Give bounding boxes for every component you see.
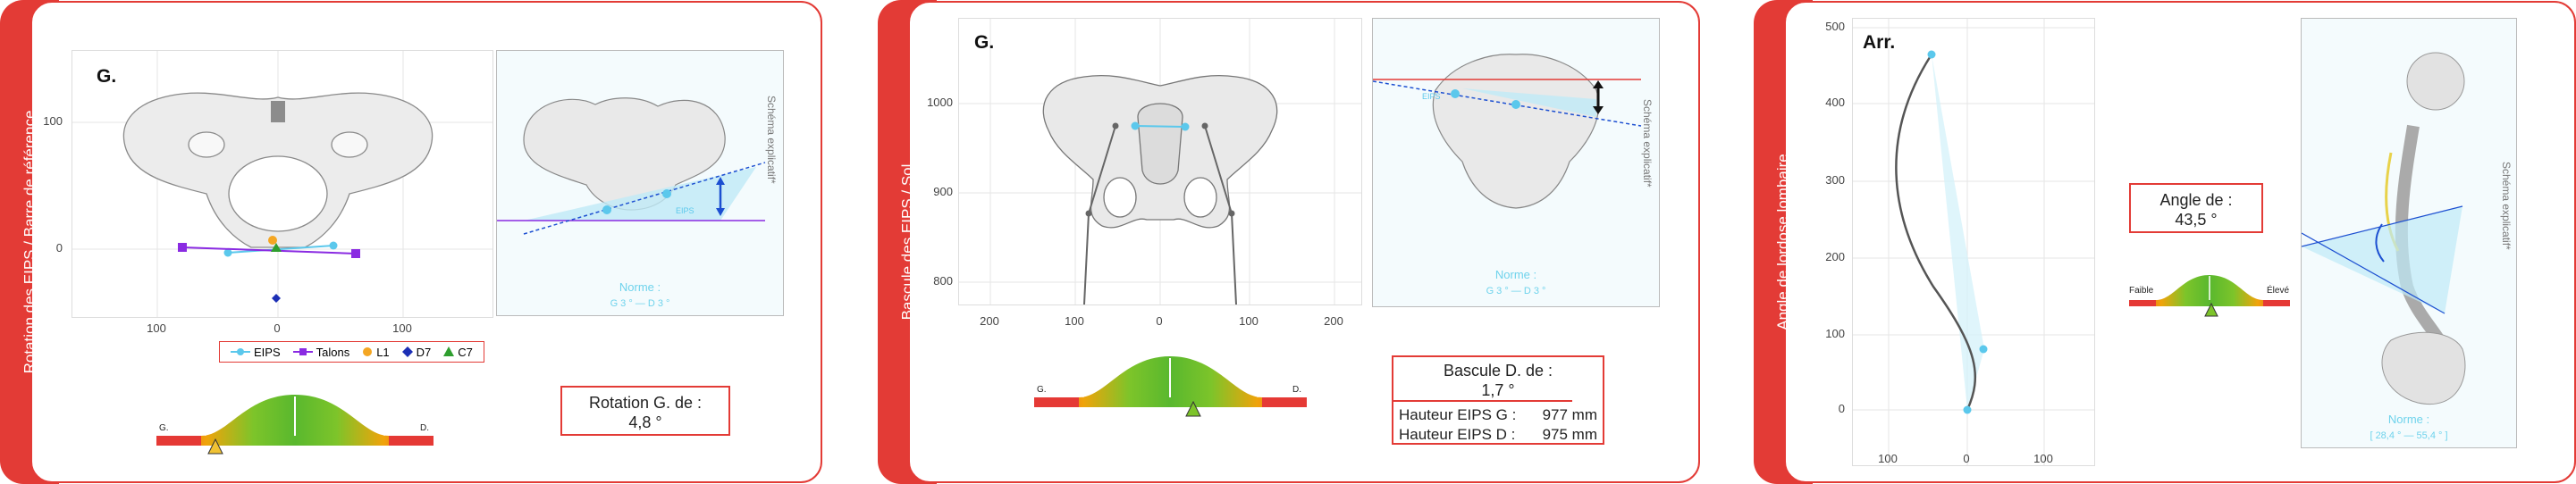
explanatory-schema: Schéma explicatif* Norme : [ 28,4 ° — 55… [2301, 18, 2517, 448]
value-title: Angle de : [2159, 191, 2233, 209]
x-tick: 100 [147, 321, 166, 335]
talon-left-point [178, 243, 187, 252]
bascule-plot [958, 18, 1362, 305]
legend-item-l1: L1 [362, 346, 390, 359]
norme-title: Norme : [619, 280, 661, 294]
side-label: Bascule des EIPS / Sol [898, 163, 916, 321]
value-title: Rotation G. de : [588, 394, 703, 412]
panel-lordose: Angle de lordose lombaire Arr. 500 400 3… [1754, 0, 2576, 484]
panel-rotation: Rotation des EIPS / Barre de référence [0, 0, 822, 484]
x-tick: 100 [1239, 314, 1259, 328]
eips-left-point [1131, 121, 1140, 130]
d7-point [272, 294, 281, 303]
eips-right-point [329, 241, 338, 250]
y-tick: 100 [1825, 327, 1845, 340]
value-title: Bascule D. de : [1443, 362, 1553, 380]
corner-label: Arr. [1863, 32, 1896, 53]
schema-eips-label: EIPS [1422, 92, 1441, 101]
gauge-right-label: Élevé [2267, 286, 2290, 296]
gauge-left-label: G. [159, 423, 169, 433]
value-text: 1,7 ° [1481, 381, 1515, 399]
legend-item-c7: C7 [443, 346, 473, 359]
corner-label: G. [974, 32, 995, 53]
y-tick: 500 [1825, 20, 1845, 33]
explanatory-schema: EIPS Schéma explicatif* Norme : G 3 ° — … [496, 50, 784, 316]
x-tick: 0 [274, 321, 281, 335]
gauge-right-label: D. [1292, 385, 1301, 395]
y-tick: 100 [43, 114, 63, 128]
eips-right-point [1181, 122, 1190, 131]
legend-item-talons: Talons [292, 346, 349, 359]
y-tick: 0 [1838, 402, 1845, 415]
y-tick: 400 [1825, 96, 1845, 109]
legend-item-d7: D7 [401, 346, 431, 359]
norme-range: G 3 ° — D 3 ° [610, 298, 670, 309]
gauge-marker [207, 438, 223, 455]
schema-label: Schéma explicatif* [765, 96, 778, 184]
chart-legend: EIPS Talons L1 D7 C7 [219, 341, 484, 363]
y-tick: 1000 [927, 96, 953, 109]
legend-item-eips: EIPS [231, 346, 281, 359]
x-tick: 0 [1156, 314, 1163, 328]
eips-left-point [223, 248, 232, 257]
gauge-left-label: Faible [2129, 286, 2154, 296]
schema-label: Schéma explicatif* [1641, 99, 1654, 188]
lordose-plot [1852, 18, 2095, 466]
rotation-gauge [156, 395, 434, 455]
l1-point [268, 236, 277, 245]
pelvis-front-illustration [1042, 74, 1278, 229]
gauge-marker [1185, 400, 1201, 417]
norme-title: Norme : [2387, 413, 2430, 426]
x-tick: 200 [980, 314, 999, 328]
height-row-right: Hauteur EIPS D :975 mm [1399, 426, 1597, 443]
lordose-value-box: Angle de : 43,5 ° [2129, 183, 2263, 233]
y-tick: 800 [933, 274, 953, 288]
bascule-gauge [1034, 356, 1307, 417]
gauge-marker [2204, 302, 2218, 317]
norme-range: G 3 ° — D 3 ° [1486, 286, 1546, 296]
c7-point [271, 243, 282, 252]
schema-label: Schéma explicatif* [2500, 162, 2513, 250]
x-tick: 100 [2033, 452, 2053, 465]
rotation-value-box: Rotation G. de : 4,8 ° [560, 386, 730, 436]
x-tick: 100 [392, 321, 412, 335]
explanatory-schema: EIPS Schéma explicatif* Norme : G 3 ° — … [1372, 18, 1660, 307]
rotation-plot: 100 [72, 50, 493, 318]
x-tick: 100 [1065, 314, 1084, 328]
height-row-left: Hauteur EIPS G :977 mm [1399, 406, 1597, 423]
y-tick: 200 [1825, 250, 1845, 263]
norme-range: [ 28,4 ° — 55,4 ° ] [2370, 430, 2448, 441]
corner-label: G. [97, 66, 117, 87]
y-tick: 0 [55, 241, 63, 255]
lordose-gauge [2129, 275, 2290, 317]
pelvis-schema-illustration [523, 97, 726, 211]
bascule-value-box: Bascule D. de : 1,7 ° Hauteur EIPS G :97… [1392, 355, 1604, 445]
side-label: Angle de lordose lombaire [1774, 154, 1792, 330]
schema-eips-label: EIPS [676, 206, 695, 215]
gauge-left-label: G. [1037, 385, 1047, 395]
y-tick: 900 [933, 185, 953, 198]
x-tick: 100 [1878, 452, 1898, 465]
x-tick: 0 [1963, 452, 1970, 465]
pelvis-top-view-illustration [122, 92, 434, 248]
pelvis-schema-illustration [1432, 54, 1600, 209]
talon-right-point [351, 249, 360, 258]
panel-bascule: Bascule des EIPS / Sol G. 1000 900 800 2… [878, 0, 1700, 484]
x-tick: 200 [1324, 314, 1343, 328]
value-text: 4,8 ° [628, 413, 662, 431]
value-text: 43,5 ° [2175, 211, 2218, 229]
y-tick: 300 [1825, 173, 1845, 187]
norme-title: Norme : [1494, 268, 1537, 281]
gauge-right-label: D. [420, 423, 429, 433]
lordosis-curve [1895, 54, 1977, 411]
